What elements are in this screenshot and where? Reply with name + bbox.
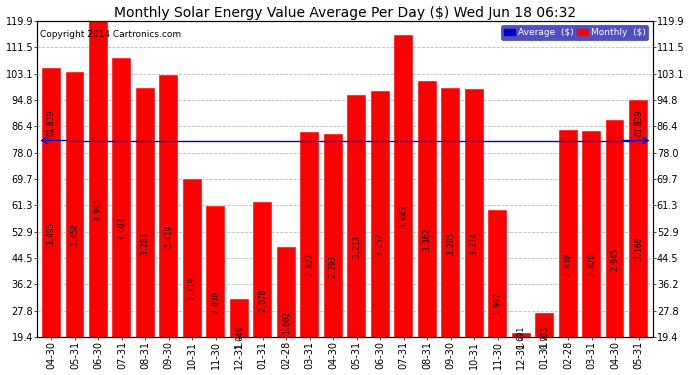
Text: 2.822: 2.822 (305, 253, 314, 276)
Legend: Average  ($), Monthly  ($): Average ($), Monthly ($) (502, 25, 648, 40)
Bar (66, 72, 84, 375)
Text: 2.793: 2.793 (328, 255, 338, 278)
Text: Copyright 2014 Cartronics.com: Copyright 2014 Cartronics.com (41, 30, 181, 39)
Bar (535, 313, 554, 375)
Bar (394, 35, 413, 375)
Bar (442, 88, 460, 375)
Text: 3.285: 3.285 (446, 231, 455, 255)
Text: 2.078: 2.078 (258, 288, 267, 312)
Bar (230, 299, 248, 375)
Text: 2.319: 2.319 (188, 277, 197, 300)
Text: 81.839: 81.839 (634, 110, 643, 136)
Text: 3.213: 3.213 (352, 235, 362, 258)
Text: 2.838: 2.838 (564, 252, 573, 276)
Title: Monthly Solar Energy Value Average Per Day ($) Wed Jun 18 06:32: Monthly Solar Energy Value Average Per D… (114, 6, 576, 20)
Bar (582, 131, 601, 375)
Text: 3.495: 3.495 (47, 222, 56, 245)
Text: 3.419: 3.419 (164, 225, 173, 248)
Bar (300, 132, 319, 375)
Text: 3.995: 3.995 (94, 198, 103, 221)
Bar (136, 88, 155, 375)
Bar (489, 210, 507, 375)
Text: 3.362: 3.362 (423, 228, 432, 251)
Bar (206, 206, 225, 375)
Bar (347, 95, 366, 375)
Text: 1.602: 1.602 (282, 311, 290, 334)
Bar (371, 90, 390, 375)
Bar (559, 130, 578, 375)
Text: 0.903: 0.903 (540, 326, 549, 349)
Bar (465, 89, 484, 375)
Bar (606, 120, 624, 375)
Bar (159, 75, 178, 375)
Text: 3.274: 3.274 (470, 232, 479, 255)
Bar (89, 21, 108, 375)
Bar (629, 100, 648, 375)
Text: 81.839: 81.839 (47, 110, 56, 136)
Bar (42, 68, 61, 375)
Bar (277, 247, 296, 375)
Text: 3.603: 3.603 (117, 216, 126, 240)
Text: 0.691: 0.691 (517, 326, 526, 349)
Text: 2.036: 2.036 (211, 290, 220, 314)
Text: 3.458: 3.458 (70, 223, 79, 246)
Text: 2.826: 2.826 (587, 253, 596, 276)
Bar (253, 202, 272, 375)
Text: 3.283: 3.283 (141, 231, 150, 255)
Text: 1.048: 1.048 (235, 326, 244, 349)
Bar (112, 58, 131, 375)
Text: 2.945: 2.945 (611, 248, 620, 271)
Bar (183, 179, 201, 375)
Text: 3.257: 3.257 (376, 233, 385, 256)
Bar (324, 134, 343, 375)
Bar (512, 333, 531, 375)
Bar (418, 81, 437, 375)
Text: 1.997: 1.997 (493, 292, 502, 315)
Text: 3.160: 3.160 (634, 237, 643, 261)
Text: 3.843: 3.843 (400, 205, 408, 228)
